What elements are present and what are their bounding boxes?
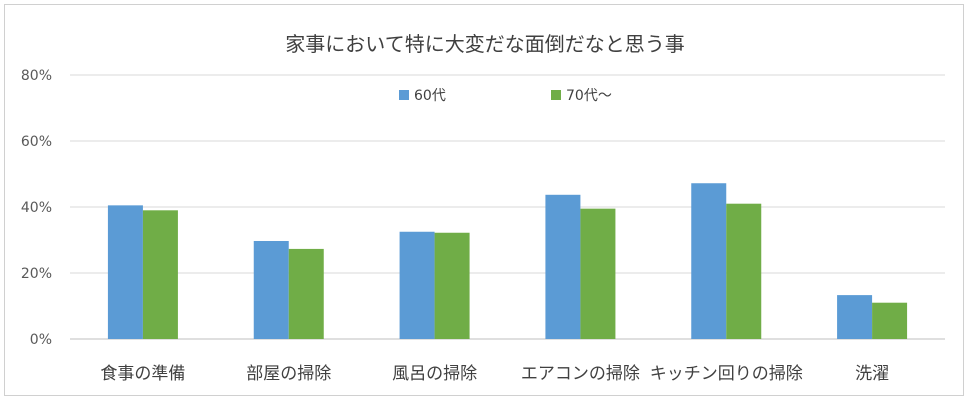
bars [107, 183, 908, 339]
y-tick-label: 60% [21, 134, 52, 150]
x-category-label: エアコンの掃除 [521, 364, 640, 384]
x-axis-categories: 食事の準備 部屋の掃除 風呂の掃除 エアコンの掃除 キッチン回りの掃除 洗濯 [100, 364, 889, 384]
y-tick-label: 20% [21, 266, 52, 282]
x-category-label: 部屋の掃除 [246, 364, 331, 384]
y-tick-label: 0% [30, 332, 52, 348]
bar-series2-2 [434, 232, 470, 339]
bar-series1-4 [691, 183, 727, 339]
bar-chart: 家事において特に大変だな面倒だなと思う事 0% 20% 40% 60% 80% 食事の準… [21, 32, 945, 384]
y-tick-label: 40% [21, 200, 52, 216]
legend-label: 60代 [414, 88, 446, 104]
bar-series1-2 [399, 231, 435, 339]
bar-series2-1 [288, 248, 324, 339]
bar-series1-0 [107, 205, 143, 339]
gridlines [70, 74, 945, 340]
legend-swatch [551, 90, 561, 100]
legend-swatch [399, 90, 409, 100]
chart-title: 家事において特に大変だな面倒だなと思う事 [285, 32, 684, 56]
x-category-label: 洗濯 [855, 364, 889, 384]
bar-series1-5 [837, 295, 873, 339]
x-category-label: キッチン回りの掃除 [650, 364, 803, 384]
bar-series1-1 [253, 240, 289, 339]
y-axis-ticks: 0% 20% 40% 60% 80% [21, 68, 52, 348]
bar-series2-5 [872, 302, 908, 339]
bar-series2-3 [580, 208, 616, 339]
x-category-label: 食事の準備 [100, 364, 185, 384]
bar-series2-0 [142, 210, 178, 339]
bar-series1-3 [545, 194, 581, 339]
legend-label: 70代～ [566, 88, 612, 104]
y-tick-label: 80% [21, 68, 52, 84]
bar-series2-4 [726, 203, 762, 339]
x-category-label: 風呂の掃除 [392, 364, 477, 384]
chart-frame: 家事において特に大変だな面倒だなと思う事 0% 20% 40% 60% 80% 食事の準… [4, 4, 964, 396]
legend: 60代 70代～ [399, 88, 612, 104]
